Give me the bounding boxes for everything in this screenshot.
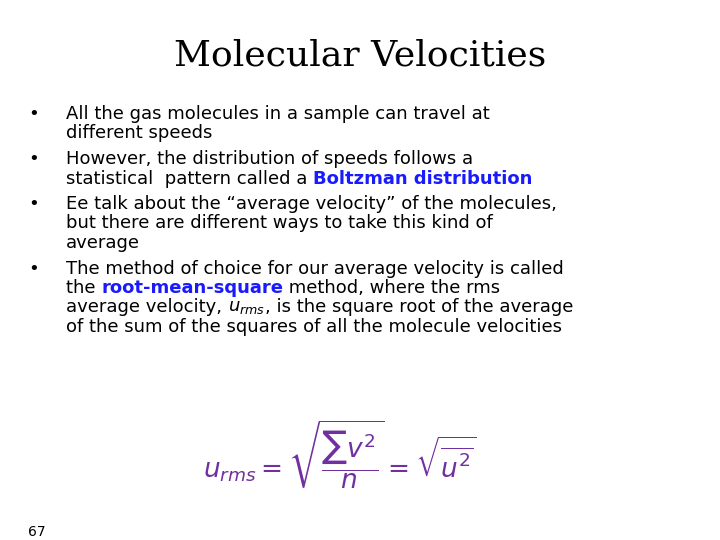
Text: statistical  pattern called a: statistical pattern called a <box>66 170 313 187</box>
Text: 67: 67 <box>28 525 45 539</box>
Text: average: average <box>66 234 140 252</box>
Text: different speeds: different speeds <box>66 125 212 143</box>
Text: Ee talk about the “average velocity” of the molecules,: Ee talk about the “average velocity” of … <box>66 195 557 213</box>
Text: root-mean-square: root-mean-square <box>102 279 283 297</box>
Text: •: • <box>28 260 39 278</box>
Text: However, the distribution of speeds follows a: However, the distribution of speeds foll… <box>66 150 473 168</box>
Text: •: • <box>28 105 39 123</box>
Text: but there are different ways to take this kind of: but there are different ways to take thi… <box>66 214 492 233</box>
Text: $\mathit{u}_{rms}$: $\mathit{u}_{rms}$ <box>228 299 265 316</box>
Text: average velocity,: average velocity, <box>66 299 228 316</box>
Text: All the gas molecules in a sample can travel at: All the gas molecules in a sample can tr… <box>66 105 490 123</box>
Text: The method of choice for our average velocity is called: The method of choice for our average vel… <box>66 260 564 278</box>
Text: method, where the rms: method, where the rms <box>283 279 500 297</box>
Text: the: the <box>66 279 102 297</box>
Text: •: • <box>28 195 39 213</box>
Text: $u_{rms} = \sqrt{\dfrac{\sum v^2}{n}} = \sqrt{\overline{u^2}}$: $u_{rms} = \sqrt{\dfrac{\sum v^2}{n}} = … <box>203 418 477 491</box>
Text: Molecular Velocities: Molecular Velocities <box>174 38 546 72</box>
Text: of the sum of the squares of all the molecule velocities: of the sum of the squares of all the mol… <box>66 318 562 336</box>
Text: , is the square root of the average: , is the square root of the average <box>265 299 573 316</box>
Text: Boltzman distribution: Boltzman distribution <box>313 170 533 187</box>
Text: •: • <box>28 150 39 168</box>
